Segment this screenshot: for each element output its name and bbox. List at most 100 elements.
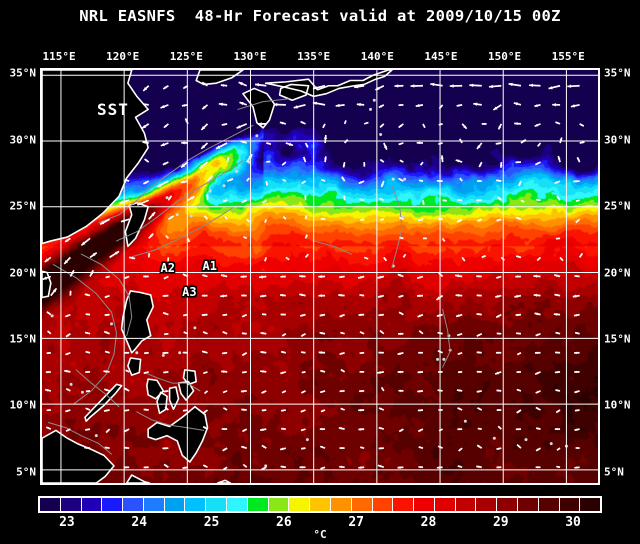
- current-vector-arrow: [473, 102, 482, 106]
- sst-colorbar[interactable]: [38, 496, 602, 513]
- current-vector-arrow: [202, 409, 208, 414]
- current-vector-arrow: [85, 370, 91, 374]
- current-vector-arrow: [266, 142, 272, 145]
- current-vector-arrow: [399, 159, 404, 163]
- colorbar-tick-label: 29: [492, 515, 509, 530]
- current-vector-arrow: [398, 389, 404, 392]
- current-vector-arrow: [435, 294, 444, 301]
- current-vector-arrow: [221, 370, 228, 373]
- current-vector-arrow: [164, 332, 169, 336]
- current-vector-arrow: [533, 293, 541, 297]
- current-vector-arrow: [281, 390, 287, 394]
- current-vector-arrow: [567, 84, 580, 88]
- current-vector-arrow: [535, 390, 541, 394]
- current-vector-arrow: [417, 428, 424, 433]
- current-vector-arrow: [575, 218, 581, 224]
- current-vector-arrow: [143, 103, 149, 106]
- colorbar-cell: [517, 498, 539, 511]
- longitude-tick-label: 140°E: [360, 50, 394, 63]
- current-vector-arrow: [203, 215, 209, 220]
- current-vector-arrow: [579, 141, 585, 144]
- current-vector-arrow: [84, 293, 91, 297]
- current-vector-arrow: [410, 84, 423, 88]
- current-vector-arrow: [554, 351, 561, 354]
- current-vector-arrow: [554, 293, 561, 297]
- current-vector-arrow: [359, 351, 365, 355]
- colorbar-unit-label: °C: [313, 528, 327, 541]
- current-vector-arrow: [343, 120, 347, 125]
- current-vector-arrow: [65, 409, 71, 413]
- current-vector-arrow: [300, 333, 306, 337]
- current-vector-arrow: [341, 176, 346, 182]
- current-vector-arrow: [360, 218, 365, 222]
- current-vector-arrow: [65, 313, 71, 318]
- current-vector-arrow: [187, 238, 191, 243]
- current-vector-arrow: [576, 156, 581, 163]
- map-panel[interactable]: SST A1 A2 A3: [40, 68, 600, 485]
- current-vector-arrow: [574, 466, 580, 469]
- current-vector-arrow: [574, 390, 580, 394]
- current-vector-arrow: [124, 428, 130, 433]
- current-vector-arrow: [457, 198, 463, 202]
- latitude-tick-label-left: 15°N: [9, 332, 37, 346]
- current-vector-arrow: [124, 275, 130, 279]
- colorbar-tick-label: 23: [59, 515, 75, 530]
- current-vector-arrow: [358, 466, 365, 469]
- current-vector-arrow: [535, 198, 541, 202]
- current-vector-arrow: [398, 177, 404, 182]
- colorbar-cell: [143, 498, 165, 511]
- current-vector-arrow: [320, 178, 326, 182]
- current-vector-arrow: [265, 180, 269, 186]
- current-vector-arrow: [457, 465, 463, 469]
- current-vector-arrow: [129, 256, 136, 260]
- current-vector-arrow: [241, 428, 248, 433]
- current-vector-arrow: [557, 155, 561, 163]
- colorbar-cell: [164, 498, 186, 511]
- current-vector-arrow: [377, 370, 384, 374]
- current-vector-arrow: [143, 466, 149, 469]
- current-vector-arrow: [449, 84, 463, 88]
- current-vector-arrow: [456, 332, 463, 337]
- colorbar-cell: [268, 498, 290, 511]
- current-vector-arrow: [378, 313, 384, 317]
- current-vector-arrow: [554, 180, 561, 185]
- current-vector-arrow: [241, 371, 247, 374]
- current-vector-arrow: [422, 237, 427, 240]
- colorbar-cell: [40, 498, 61, 511]
- current-vector-arrow: [516, 388, 522, 392]
- coastline-and-vector-overlay: [42, 70, 585, 483]
- current-vector-arrow: [304, 195, 307, 201]
- current-vector-arrow: [481, 254, 486, 259]
- current-vector-arrow: [144, 158, 150, 163]
- current-vector-arrow: [65, 351, 71, 356]
- colorbar-cell: [434, 498, 456, 511]
- current-vector-arrow: [323, 134, 328, 144]
- current-vector-arrow: [105, 275, 110, 279]
- current-vector-arrow: [515, 216, 522, 221]
- current-vector-arrow: [574, 409, 580, 412]
- current-vector-arrow: [495, 294, 502, 298]
- current-vector-arrow: [338, 427, 345, 430]
- current-vector-arrow: [160, 104, 169, 109]
- current-vector-arrow: [163, 371, 169, 374]
- current-vector-arrow: [378, 447, 384, 450]
- latitude-tick-label-left: 10°N: [9, 398, 37, 412]
- current-vector-arrow: [320, 369, 326, 373]
- current-vector-arrow: [354, 84, 365, 89]
- current-vector-arrow: [163, 463, 169, 468]
- longitude-tick-label: 145°E: [424, 50, 458, 63]
- current-vector-arrow: [379, 197, 385, 202]
- current-vector-arrow: [163, 275, 169, 280]
- current-vector-arrow: [497, 196, 502, 201]
- current-vector-arrow: [200, 123, 209, 131]
- current-vector-arrow: [89, 251, 98, 259]
- current-vector-arrow: [417, 313, 424, 318]
- current-vector-arrow: [241, 332, 247, 335]
- current-vector-arrow: [50, 287, 58, 297]
- current-vector-arrow: [105, 428, 111, 434]
- current-vector-arrow: [378, 104, 385, 109]
- current-vector-arrow: [380, 386, 385, 392]
- current-vector-arrow: [476, 370, 482, 373]
- colorbar-cell: [455, 498, 477, 511]
- current-vector-arrow: [363, 256, 369, 260]
